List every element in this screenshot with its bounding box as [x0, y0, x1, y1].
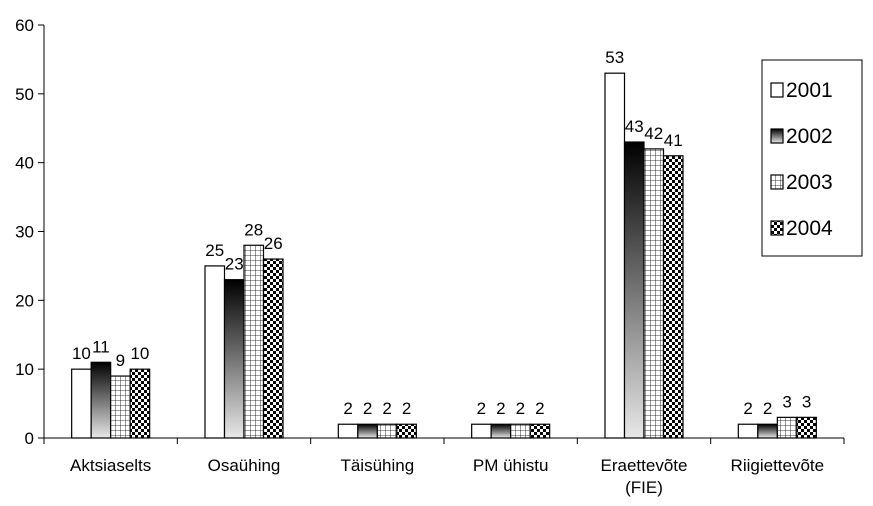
- data-label: 53: [605, 48, 624, 67]
- data-label: 2: [763, 399, 772, 418]
- bar-2003: [376, 423, 398, 439]
- legend-label: 2003: [786, 171, 833, 194]
- data-label: 42: [644, 124, 663, 143]
- data-label: 2: [343, 399, 352, 418]
- data-label: 3: [802, 392, 811, 411]
- bar-2004: [529, 423, 551, 439]
- bar-2002: [490, 423, 512, 439]
- bar-2004: [129, 368, 151, 439]
- bar-2004: [396, 423, 417, 439]
- legend-swatch: [770, 128, 784, 144]
- data-label: 10: [130, 344, 149, 363]
- data-label: 23: [225, 255, 244, 274]
- y-tick-label: 30: [15, 223, 34, 242]
- bar-2004: [796, 416, 817, 439]
- bar-2002: [757, 423, 778, 439]
- category-label: Aktsiaselts: [70, 456, 151, 475]
- category-label: Eraettevõte (FIE): [601, 456, 688, 497]
- bar-2001: [71, 368, 92, 439]
- y-tick-label: 20: [15, 291, 34, 310]
- y-tick-label: 0: [25, 429, 34, 448]
- category-label: Täisühing: [340, 456, 414, 475]
- bar-2003: [776, 416, 798, 439]
- legend-swatch: [770, 174, 784, 190]
- bar-2001: [337, 423, 359, 439]
- data-label: 2: [496, 399, 505, 418]
- bar-2003: [243, 244, 265, 439]
- data-label: 41: [664, 131, 683, 150]
- legend-label: 2002: [786, 125, 833, 148]
- y-tick-label: 60: [15, 16, 34, 35]
- y-tick-label: 50: [15, 85, 34, 104]
- legend-label: 2001: [786, 79, 833, 102]
- legend-swatch: [770, 220, 784, 236]
- bar-2003: [643, 148, 665, 439]
- data-label: 9: [116, 351, 125, 370]
- bar-2002: [357, 423, 378, 439]
- y-tick-label: 40: [15, 154, 34, 173]
- bar-2003: [510, 423, 531, 439]
- data-label: 28: [244, 220, 263, 239]
- legend-label: 2004: [786, 217, 833, 240]
- data-label: 43: [625, 117, 644, 136]
- legend-swatch: [770, 82, 784, 98]
- category-label: Osaühing: [208, 456, 281, 475]
- data-label: 26: [264, 234, 283, 253]
- data-label: 3: [782, 392, 791, 411]
- bar-2001: [471, 423, 492, 439]
- bar-2003: [110, 375, 131, 439]
- data-label: 2: [535, 399, 544, 418]
- y-tick-label: 10: [15, 360, 34, 379]
- bar-2002: [223, 279, 245, 439]
- legend: 2001 2002 2003 2004: [761, 59, 863, 257]
- category-label: PM ühistu: [473, 456, 549, 475]
- data-label: 25: [205, 241, 224, 260]
- data-label: 2: [477, 399, 486, 418]
- bars: [71, 72, 817, 439]
- axes: 0 10 20 30 40 50 60 Aktsiaselts Osaühing Täisühin…: [15, 16, 845, 497]
- data-label: 10: [72, 344, 91, 363]
- data-label: 2: [516, 399, 525, 418]
- data-label: 2: [363, 399, 372, 418]
- bar-2001: [737, 423, 759, 439]
- bar-2004: [662, 155, 684, 439]
- data-label: 2: [743, 399, 752, 418]
- bar-2001: [204, 265, 226, 439]
- bar-2004: [262, 258, 284, 439]
- data-label: 2: [402, 399, 411, 418]
- bar-2001: [604, 72, 626, 439]
- bar-2002: [90, 361, 112, 439]
- category-label: Riigiettevõte: [731, 456, 825, 475]
- bar-2002: [623, 141, 645, 439]
- data-label: 2: [382, 399, 391, 418]
- data-label: 11: [92, 337, 110, 356]
